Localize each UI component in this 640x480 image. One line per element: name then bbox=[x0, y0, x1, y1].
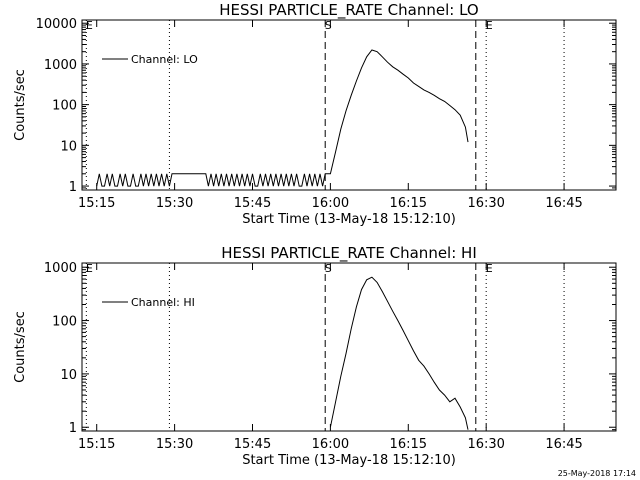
chart-panel-0: HESSI PARTICLE_RATE Channel: LO 15:15 15:3… bbox=[13, 1, 617, 227]
y-axis-label: Counts/sec bbox=[13, 69, 28, 141]
x-tick-label: 16:30 bbox=[467, 196, 504, 211]
y-tick-label: 100 bbox=[52, 315, 77, 330]
y-axis-label: Counts/sec bbox=[13, 311, 28, 383]
event-marker-label: S bbox=[325, 262, 332, 275]
legend-label: Channel: LO bbox=[131, 53, 198, 66]
x-tick-label: 15:30 bbox=[156, 437, 193, 452]
x-tick-label: 16:00 bbox=[312, 437, 349, 452]
y-tick-label: 1000 bbox=[44, 261, 77, 276]
data-series-line bbox=[329, 276, 469, 430]
plot-frame bbox=[81, 19, 617, 191]
event-marker-label: E bbox=[486, 262, 493, 275]
y-tick-label: 1000 bbox=[44, 58, 77, 73]
x-tick-label: 16:45 bbox=[545, 437, 582, 452]
event-marker-label: E bbox=[86, 19, 93, 32]
x-tick-label: 15:15 bbox=[78, 196, 115, 211]
timestamp-label: 25-May-2018 17:14 bbox=[558, 469, 636, 478]
x-axis-label: Start Time (13-May-18 15:12:10) bbox=[242, 212, 456, 227]
y-tick-label: 10 bbox=[60, 368, 77, 383]
legend-label: Channel: HI bbox=[131, 296, 195, 309]
y-tick-label: 10 bbox=[60, 139, 77, 154]
x-axis-label: Start Time (13-May-18 15:12:10) bbox=[242, 453, 456, 468]
x-tick-label: 16:45 bbox=[545, 196, 582, 211]
y-tick-label: 1 bbox=[69, 421, 77, 436]
chart-title: HESSI PARTICLE_RATE Channel: LO bbox=[219, 1, 478, 20]
x-tick-label: 15:45 bbox=[234, 196, 271, 211]
x-tick-label: 16:15 bbox=[390, 196, 427, 211]
event-marker-label: E bbox=[86, 262, 93, 275]
y-tick-label: 10000 bbox=[36, 17, 77, 32]
plot-frame bbox=[81, 262, 617, 432]
x-tick-label: 16:00 bbox=[312, 196, 349, 211]
y-tick-label: 100 bbox=[52, 99, 77, 114]
data-series-line bbox=[96, 49, 469, 187]
y-tick-label: 1 bbox=[69, 180, 77, 195]
x-tick-label: 15:45 bbox=[234, 437, 271, 452]
x-tick-label: 16:30 bbox=[467, 437, 504, 452]
x-tick-label: 16:15 bbox=[390, 437, 427, 452]
chart-title: HESSI PARTICLE_RATE Channel: HI bbox=[221, 244, 477, 263]
event-marker-label: S bbox=[325, 19, 332, 32]
event-marker-label: E bbox=[486, 19, 493, 32]
chart-panel-1: HESSI PARTICLE_RATE Channel: HI 15:15 15:3… bbox=[13, 244, 617, 468]
x-tick-label: 15:15 bbox=[78, 437, 115, 452]
x-tick-label: 15:30 bbox=[156, 196, 193, 211]
